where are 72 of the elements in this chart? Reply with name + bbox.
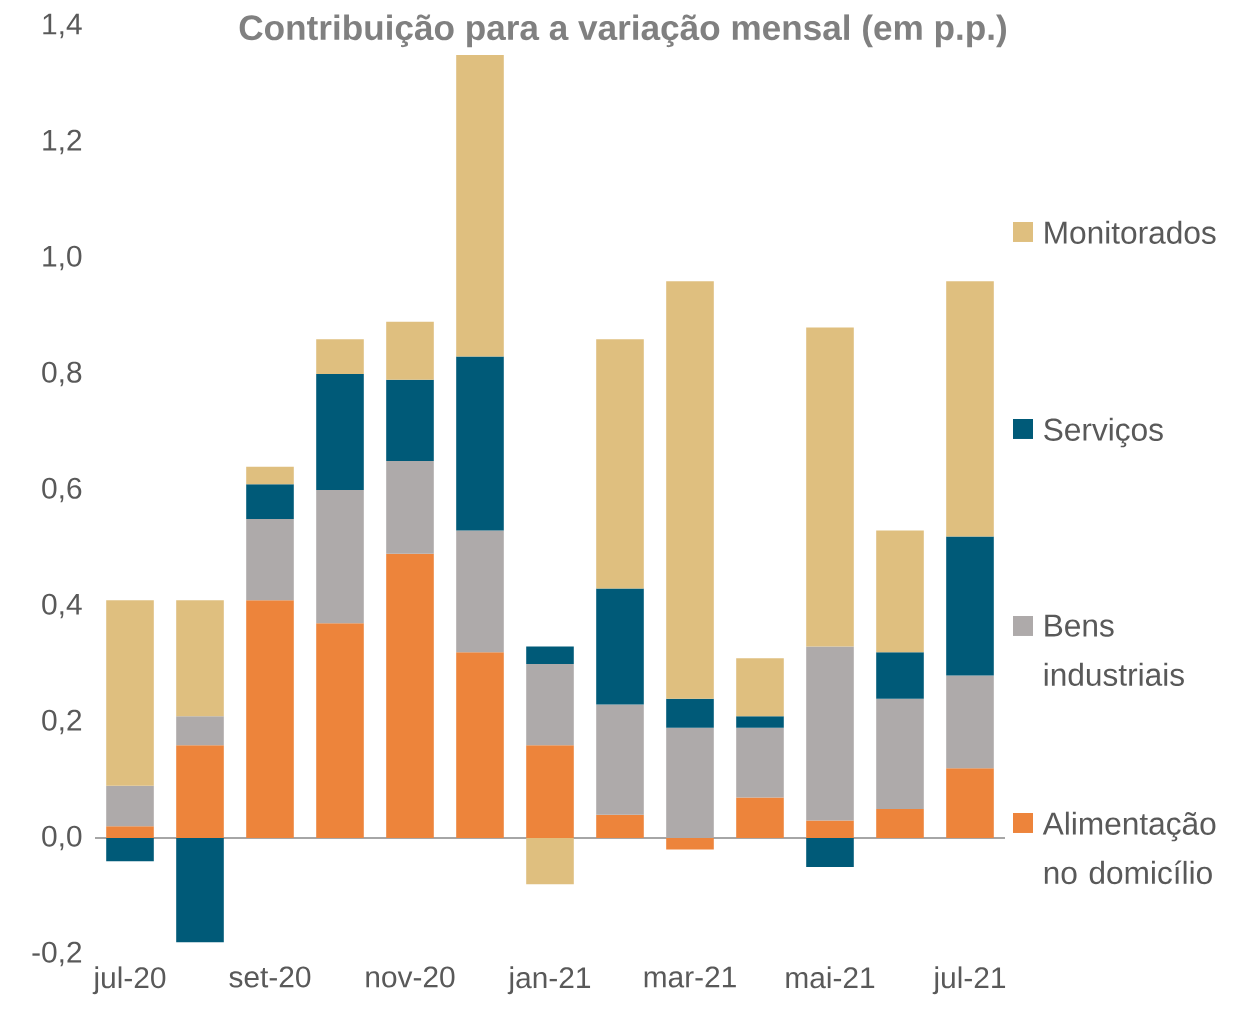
bar [456,356,504,531]
bar [946,536,994,676]
y-tick-label: 1,0 [43,245,82,271]
y-tick-label: 0,4 [42,593,82,619]
bar [946,768,994,838]
y-tick-label: -0,2 [32,941,82,967]
bar [386,460,434,554]
bar [876,698,924,809]
bar [246,518,294,601]
y-tick-label: 1,4 [43,13,82,39]
bar [876,808,924,838]
bar [246,600,294,838]
bar [596,339,644,589]
bar [176,837,224,943]
bar [876,652,924,699]
bar [666,281,714,699]
bar [806,327,854,647]
chart-title: Contribuição para a variação mensal (em p.p.) [239,14,1006,48]
legend-label: Bens industriais [1044,614,1184,686]
bar [106,826,154,838]
x-tick-label: set-20 [229,966,311,988]
x-tick-label: nov-20 [366,966,455,988]
bar [596,704,644,815]
bar [666,837,714,850]
bar [316,623,364,838]
bar [946,675,994,769]
legend-label: Serviços [1044,417,1163,448]
x-tick-label: mar-21 [644,966,736,988]
bar [736,797,784,838]
y-tick-label: 0,2 [42,709,82,735]
x-tick-label: mai-21 [786,966,875,989]
bar [876,530,924,653]
bar [386,379,434,461]
bar [106,600,154,786]
bar [526,663,574,746]
bar [596,814,644,838]
legend-label: Monitorados [1045,220,1216,244]
bar [316,374,364,490]
bar [456,530,504,653]
bar [526,646,574,664]
bar [526,837,574,885]
bar [106,785,154,827]
bar [736,658,784,717]
bar [456,652,504,838]
bar [806,837,854,867]
y-tick-label: 0,8 [42,361,82,387]
bar [736,716,784,728]
legend-label: Alimentação no domicílio [1042,811,1216,885]
bar [316,339,364,374]
bar [246,484,294,519]
bar [246,466,294,485]
bar [666,698,714,728]
y-tick-label: 0,0 [42,825,82,851]
bar [526,745,574,838]
bar [806,820,854,838]
bar [946,281,994,537]
bar [176,716,224,746]
bar [386,553,434,838]
x-tick-label: jul-20 [92,966,166,995]
bar [806,646,854,821]
bar [386,321,434,380]
bar [736,727,784,798]
bar [596,588,644,705]
x-tick-label: jan-21 [507,966,591,995]
bar [176,745,224,838]
x-tick-label: jul-21 [932,966,1006,995]
y-tick-label: 0,6 [42,477,82,503]
bar [316,489,364,624]
bar [106,837,154,862]
bar [176,600,224,717]
bar [456,55,504,357]
y-tick-label: 1,2 [43,129,82,155]
